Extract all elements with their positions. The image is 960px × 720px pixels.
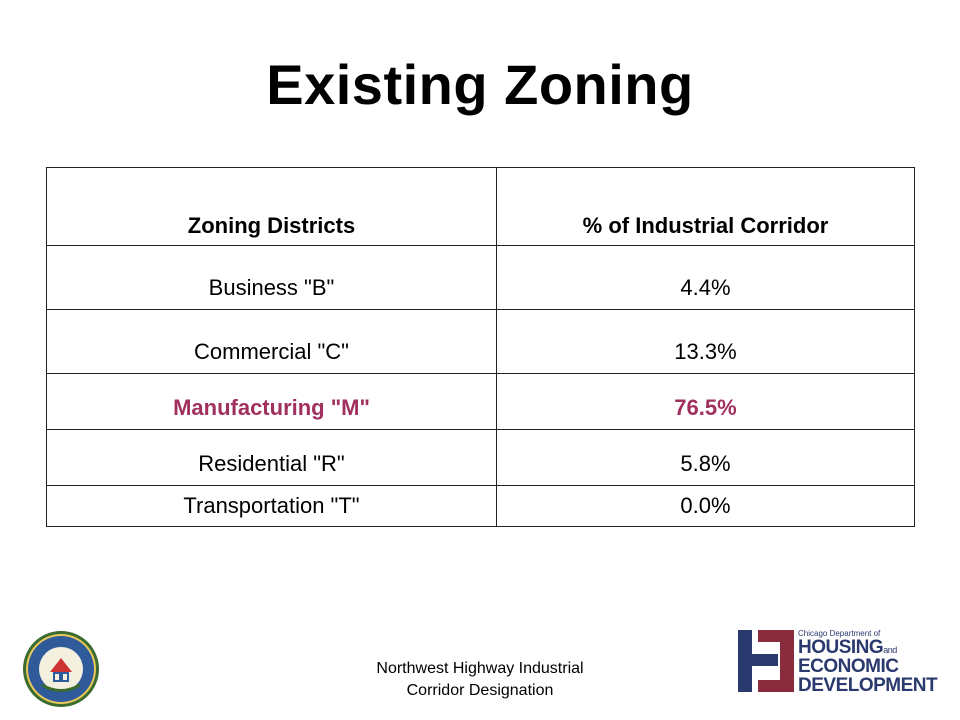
table-row-highlighted: Manufacturing "M" 76.5%: [46, 373, 915, 430]
table-row: Transportation "T" 0.0%: [46, 485, 915, 527]
table-row: Residential "R" 5.8%: [46, 429, 915, 486]
percent-cell: 76.5%: [496, 373, 915, 430]
header-zoning-districts: Zoning Districts: [46, 167, 497, 246]
logo-and-text: and: [883, 645, 897, 655]
percent-cell: 5.8%: [496, 429, 915, 486]
district-cell: Business "B": [46, 245, 497, 310]
district-cell: Manufacturing "M": [46, 373, 497, 430]
header-percent-corridor: % of Industrial Corridor: [496, 167, 915, 246]
slide-title: Existing Zoning: [266, 53, 694, 116]
housing-logo-mark-icon: [738, 630, 794, 692]
table-row: Business "B" 4.4%: [46, 245, 915, 310]
district-cell: Residential "R": [46, 429, 497, 486]
logo-word-development: DEVELOPMENT: [798, 675, 938, 696]
district-cell: Transportation "T": [46, 485, 497, 527]
percent-cell: 4.4%: [496, 245, 915, 310]
slide-footer: Northwest Highway Industrial Corridor De…: [330, 658, 630, 702]
logo-housing-text: HOUSING: [798, 637, 884, 658]
logo-line-1: Chicago Department of: [798, 629, 881, 638]
housing-department-logo: Chicago Department of HOUSINGand ECONOMI…: [738, 625, 938, 697]
footer-line-2: Corridor Designation: [406, 682, 554, 699]
logo-word-housing: HOUSINGand: [798, 637, 897, 659]
district-cell: Commercial "C": [46, 309, 497, 374]
zoning-table: Zoning Districts % of Industrial Corrido…: [46, 167, 915, 527]
percent-cell: 13.3%: [496, 309, 915, 374]
table-row: Commercial "C" 13.3%: [46, 309, 915, 374]
logo-word-economic: ECONOMIC: [798, 656, 899, 677]
table-header-row: Zoning Districts % of Industrial Corrido…: [46, 167, 915, 246]
city-seal-icon: [23, 631, 99, 707]
percent-cell: 0.0%: [496, 485, 915, 527]
footer-line-1: Northwest Highway Industrial: [376, 660, 584, 677]
